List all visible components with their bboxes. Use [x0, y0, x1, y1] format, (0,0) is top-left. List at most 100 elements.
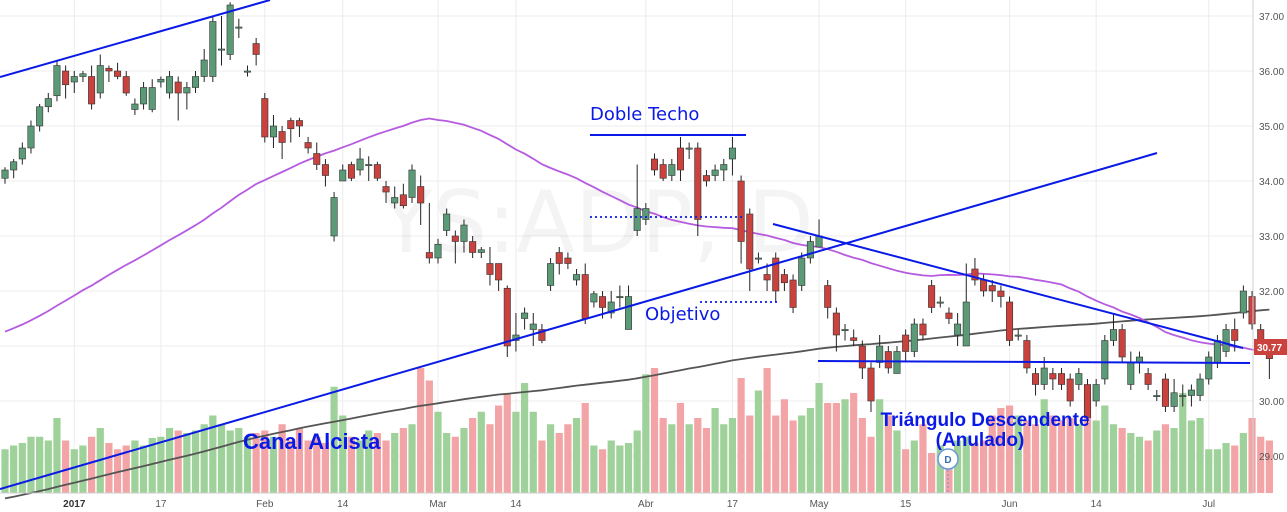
- volume-bar: [1187, 420, 1196, 493]
- x-tick-label: Mar: [429, 499, 447, 510]
- candle-body: [200, 59, 208, 77]
- candle-body: [174, 81, 182, 94]
- candle-body: [902, 334, 910, 352]
- volume-bar: [1040, 399, 1048, 493]
- candle-body: [460, 224, 468, 242]
- volume-bar: [772, 415, 780, 493]
- volume-bar: [642, 374, 650, 493]
- volume-bar: [1014, 415, 1022, 493]
- candle-body: [347, 164, 355, 179]
- volume-bar: [200, 424, 208, 493]
- candle-body: [18, 147, 26, 160]
- volume-bar: [1231, 445, 1239, 493]
- candle-body: [1023, 340, 1031, 369]
- candle-body: [1, 169, 9, 179]
- candle-body: [399, 194, 407, 207]
- candle-body: [96, 65, 104, 94]
- candle-body: [841, 329, 849, 332]
- volume-bar: [148, 438, 156, 493]
- candle-body: [417, 186, 425, 204]
- trend-drawings: [0, 0, 1251, 490]
- candle-body: [339, 169, 347, 182]
- volume-bar: [252, 433, 260, 493]
- volume-bar: [1057, 420, 1066, 493]
- volume-bar: [399, 428, 407, 493]
- volume-bar: [191, 430, 200, 493]
- candle-body: [70, 76, 78, 83]
- volume-bar: [1179, 393, 1187, 493]
- volume-bar: [18, 443, 26, 493]
- candle-body: [936, 301, 944, 304]
- candle-body: [910, 323, 918, 352]
- candle-body: [746, 213, 754, 270]
- price-candles: [1, 2, 1273, 423]
- y-tick-label: 29.00: [1259, 452, 1284, 463]
- volume-bar: [53, 418, 61, 493]
- candle-body: [477, 249, 485, 253]
- volume-bar: [668, 424, 676, 493]
- y-tick-label: 35.00: [1259, 122, 1284, 133]
- candle-body: [36, 106, 44, 127]
- volume-bar: [702, 428, 711, 493]
- candle-body: [1170, 392, 1178, 407]
- volume-bar: [546, 424, 555, 493]
- candle-body: [252, 43, 260, 55]
- candle-body: [1049, 373, 1057, 380]
- volume-bar: [763, 368, 771, 493]
- volume-bar: [616, 445, 624, 493]
- volume-bar: [971, 443, 979, 493]
- volume-bar: [1109, 424, 1118, 493]
- candle-body: [798, 257, 806, 286]
- candle-body: [728, 147, 736, 160]
- candle-body: [295, 120, 303, 127]
- candle-body: [633, 208, 641, 231]
- volume-bar: [893, 430, 901, 493]
- candle-body: [564, 257, 572, 264]
- candle-body: [1196, 378, 1204, 396]
- volume-bar: [876, 399, 884, 493]
- volume-bar: [598, 449, 607, 493]
- candle-body: [122, 76, 130, 94]
- volume-bar: [10, 445, 18, 493]
- volume-bar: [529, 411, 537, 493]
- x-tick-label: Jun: [1001, 499, 1017, 510]
- candle-body: [131, 103, 139, 110]
- volume-bar: [287, 440, 295, 493]
- volume-bar: [174, 430, 182, 493]
- candle-body: [1248, 296, 1256, 325]
- volume-bar: [1049, 415, 1057, 493]
- volume-bar: [417, 368, 425, 493]
- x-tick-label: Abr: [638, 499, 654, 510]
- volume-bar: [928, 453, 936, 493]
- volume-bar: [1196, 418, 1204, 493]
- candle-body: [893, 351, 901, 374]
- candle-body: [451, 235, 459, 242]
- volume-bar: [832, 403, 840, 493]
- volume-bar: [243, 436, 252, 493]
- candle-body: [1153, 395, 1161, 398]
- candle-body: [928, 285, 936, 308]
- candle-body: [988, 285, 996, 292]
- volume-bar: [157, 436, 165, 493]
- candle-body: [884, 351, 892, 369]
- candle-body: [980, 279, 988, 292]
- channel-lower-line: [0, 152, 1158, 490]
- candle-body: [209, 21, 217, 77]
- volume-bar: [365, 430, 373, 493]
- candle-body: [373, 164, 381, 179]
- x-tick-label: 2017: [63, 499, 86, 510]
- triangle-base-line: [817, 360, 1251, 364]
- volume-bar: [720, 424, 728, 493]
- y-tick-label: 33.00: [1259, 232, 1284, 243]
- volume-bar: [1127, 433, 1135, 493]
- volume-bar: [391, 433, 399, 493]
- candle-body: [148, 87, 156, 110]
- candle-body: [642, 208, 650, 220]
- candle-body: [1092, 384, 1100, 402]
- last-price-tag: [1254, 339, 1287, 355]
- candle-body: [555, 252, 563, 264]
- candle-body: [287, 120, 295, 130]
- volume-bar: [408, 424, 416, 493]
- candle-body: [62, 70, 70, 86]
- candle-body: [486, 263, 494, 275]
